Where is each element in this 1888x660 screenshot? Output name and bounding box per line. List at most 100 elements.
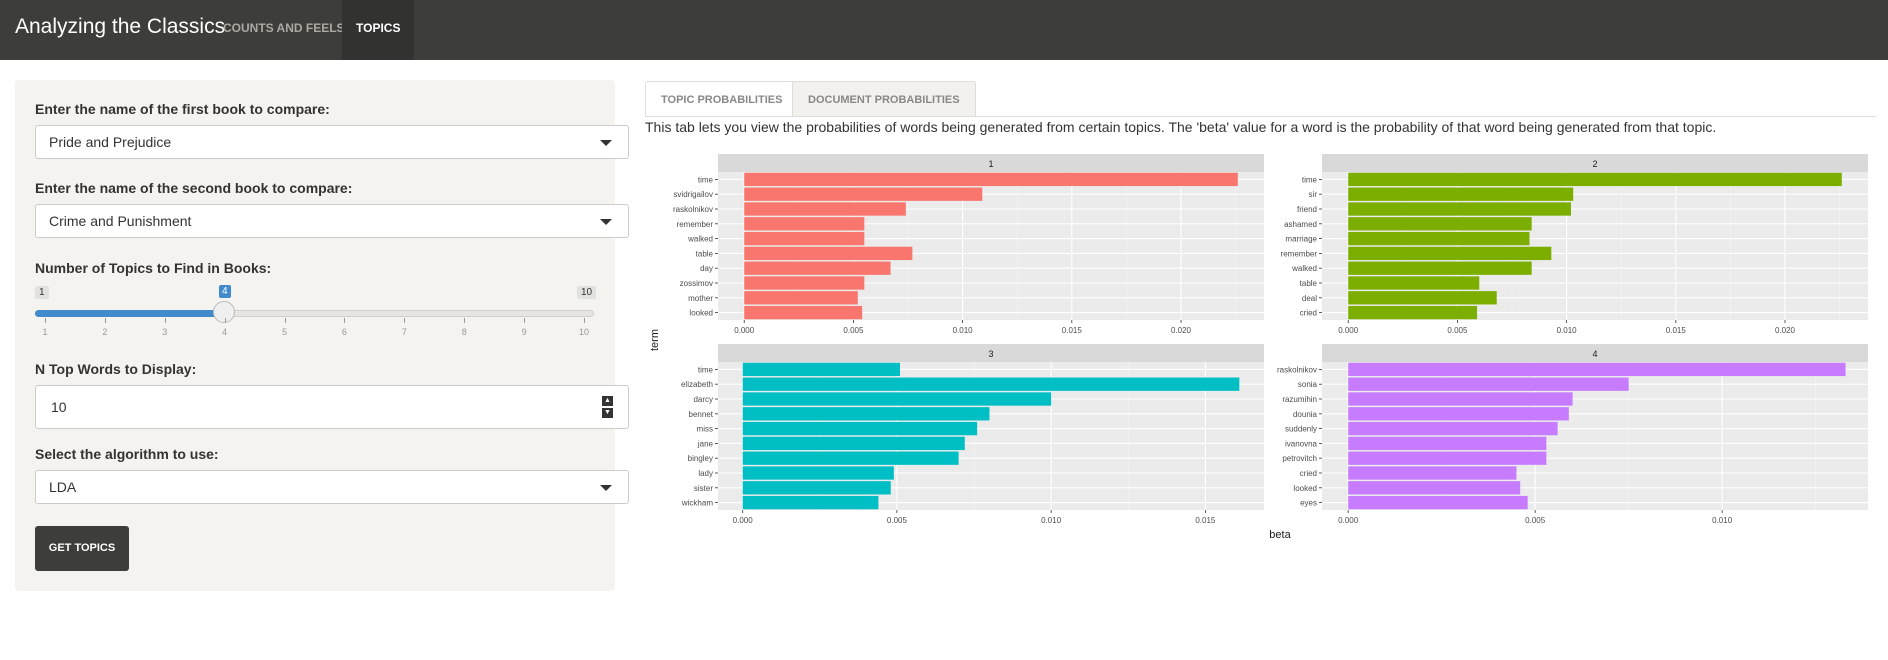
y-tick-label: sonia bbox=[1298, 380, 1318, 389]
y-tick-label: petrovitch bbox=[1282, 454, 1317, 463]
ntop-value: 10 bbox=[51, 399, 67, 415]
bar bbox=[742, 392, 1052, 406]
bar bbox=[1348, 481, 1521, 495]
facet-strip bbox=[1322, 344, 1868, 362]
bar bbox=[1348, 466, 1517, 480]
app-title[interactable]: Analyzing the Classics bbox=[15, 15, 226, 38]
first-book-label: Enter the name of the first book to comp… bbox=[35, 101, 330, 117]
y-tick-label: looked bbox=[1293, 484, 1317, 493]
facet-strip-label: 2 bbox=[1592, 159, 1597, 169]
bar bbox=[744, 172, 1238, 187]
y-tick-label: bingley bbox=[688, 454, 713, 463]
bar bbox=[742, 421, 978, 436]
bar bbox=[744, 231, 865, 246]
slider-tick-label: 9 bbox=[521, 327, 527, 337]
x-tick-label: 0.015 bbox=[1195, 516, 1216, 525]
y-tick-label: suddenly bbox=[1285, 425, 1317, 434]
topics-slider-handle[interactable] bbox=[213, 301, 235, 323]
facet-strip-label: 4 bbox=[1592, 349, 1597, 359]
slider-tick bbox=[344, 318, 346, 323]
x-tick-label: 0.000 bbox=[733, 516, 754, 525]
bar bbox=[742, 436, 965, 451]
slider-tick bbox=[464, 318, 466, 323]
slider-tick-label: 5 bbox=[282, 327, 288, 337]
bar bbox=[744, 187, 983, 201]
get-topics-button[interactable]: GET TOPICS bbox=[35, 526, 129, 571]
slider-tick bbox=[45, 318, 46, 323]
second-book-select[interactable]: Crime and Punishment bbox=[35, 204, 629, 238]
bar bbox=[1348, 202, 1571, 216]
bar bbox=[742, 495, 879, 510]
bar bbox=[1348, 261, 1532, 275]
spin-up-icon[interactable]: ▲ bbox=[602, 396, 613, 406]
y-tick-label: mother bbox=[688, 294, 713, 303]
slider-tick bbox=[104, 318, 106, 323]
slider-value-label: 4 bbox=[219, 285, 231, 298]
number-spinner[interactable]: ▲ ▼ bbox=[602, 396, 613, 418]
y-tick-label: sir bbox=[1309, 190, 1318, 199]
ntop-input[interactable]: 10 ▲ ▼ bbox=[35, 385, 629, 429]
caret-down-icon bbox=[600, 485, 612, 491]
x-tick-label: 0.010 bbox=[1041, 516, 1062, 525]
y-tick-label: walked bbox=[1291, 264, 1317, 273]
slider-tick bbox=[164, 318, 166, 323]
caret-down-icon bbox=[600, 140, 612, 146]
slider-grid: 1 2 3 4 5 6 7 8 9 10 bbox=[35, 318, 594, 338]
tab-document-probabilities[interactable]: DOCUMENT PROBABILITIES bbox=[792, 81, 976, 117]
caret-down-icon bbox=[600, 219, 612, 225]
spin-down-icon[interactable]: ▼ bbox=[602, 408, 613, 418]
slider-tick-label: 2 bbox=[102, 327, 108, 337]
bar bbox=[744, 217, 865, 231]
y-tick-label: time bbox=[1302, 175, 1318, 184]
y-tick-label: cried bbox=[1300, 469, 1317, 478]
x-tick-label: 0.010 bbox=[1712, 516, 1733, 525]
x-tick-label: 0.000 bbox=[1338, 516, 1359, 525]
y-tick-label: raskolnikov bbox=[673, 205, 713, 214]
facet-strip-label: 1 bbox=[988, 159, 993, 169]
slider-min-label: 1 bbox=[35, 286, 49, 299]
tab-description: This tab lets you view the probabilities… bbox=[645, 119, 1717, 135]
y-tick-label: friend bbox=[1297, 205, 1317, 214]
bar bbox=[1348, 276, 1480, 290]
y-tick-label: table bbox=[696, 249, 714, 258]
x-tick-label: 0.005 bbox=[887, 516, 908, 525]
x-tick-label: 0.010 bbox=[953, 326, 974, 335]
bar bbox=[1348, 217, 1532, 231]
bar bbox=[1348, 246, 1552, 261]
tab-topic-probabilities[interactable]: TOPIC PROBABILITIES bbox=[645, 81, 799, 117]
bar bbox=[744, 261, 891, 275]
y-tick-label: jane bbox=[697, 439, 714, 448]
x-tick-label: 0.020 bbox=[1775, 326, 1796, 335]
bar bbox=[1348, 291, 1497, 305]
bar bbox=[744, 305, 863, 320]
slider-tick-label: 6 bbox=[341, 327, 347, 337]
slider-max-label: 10 bbox=[577, 286, 597, 299]
bar bbox=[742, 377, 1240, 391]
bar bbox=[744, 202, 906, 216]
bar bbox=[1348, 495, 1528, 510]
facet-strip bbox=[718, 154, 1264, 172]
tab-topics[interactable]: TOPICS bbox=[342, 0, 415, 60]
y-tick-label: miss bbox=[697, 425, 713, 434]
slider-tick-label: 8 bbox=[461, 327, 467, 337]
x-tick-label: 0.000 bbox=[734, 326, 755, 335]
x-tick-label: 0.015 bbox=[1666, 326, 1687, 335]
slider-tick-label: 4 bbox=[222, 327, 228, 337]
topics-slider-fill bbox=[35, 310, 225, 317]
slider-tick bbox=[224, 318, 226, 323]
x-tick-label: 0.015 bbox=[1062, 326, 1083, 335]
y-tick-label: ivanovna bbox=[1285, 439, 1318, 448]
y-tick-label: looked bbox=[689, 309, 713, 318]
topic-beta-chart: 1 0.000 0.005 0.010 0.015 0.020 time svidrigail… bbox=[649, 154, 1868, 541]
tab-counts-and-feels[interactable]: COUNTS AND FEELS bbox=[223, 21, 345, 35]
facet-strip-label: 3 bbox=[988, 349, 993, 359]
second-book-value: Crime and Punishment bbox=[49, 213, 192, 229]
ntop-label: N Top Words to Display: bbox=[35, 361, 197, 377]
x-tick-label: 0.020 bbox=[1171, 326, 1192, 335]
x-tick-label: 0.005 bbox=[1447, 326, 1468, 335]
bar bbox=[1348, 305, 1478, 320]
y-tick-label: day bbox=[700, 264, 713, 273]
algo-select[interactable]: LDA bbox=[35, 470, 629, 504]
bar bbox=[744, 246, 913, 261]
first-book-select[interactable]: Pride and Prejudice bbox=[35, 125, 629, 159]
